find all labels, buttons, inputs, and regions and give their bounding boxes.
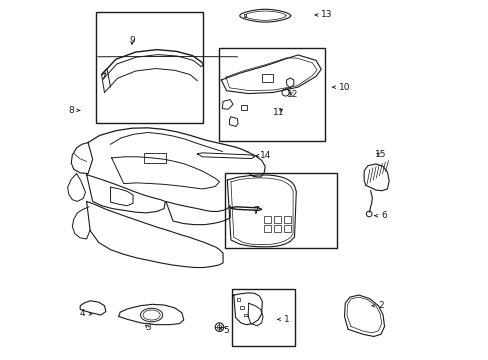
Bar [283, 216, 290, 223]
Text: 12: 12 [286, 90, 298, 99]
Text: 5: 5 [219, 325, 229, 334]
Bar [219, 48, 324, 141]
Text: 3: 3 [145, 323, 151, 332]
Bar [244, 314, 247, 316]
Bar [264, 216, 271, 223]
Bar [241, 105, 247, 111]
Bar [96, 12, 203, 123]
Bar [273, 216, 281, 223]
Text: 10: 10 [332, 83, 349, 92]
Bar [143, 153, 165, 163]
Bar [236, 298, 240, 301]
Bar [273, 225, 281, 232]
Text: 8: 8 [68, 106, 80, 115]
Text: 13: 13 [314, 10, 332, 19]
Bar [231, 289, 294, 346]
Bar [224, 173, 337, 248]
Text: 15: 15 [374, 150, 385, 159]
Bar [283, 225, 290, 232]
Text: 6: 6 [374, 211, 386, 220]
Text: 14: 14 [256, 151, 271, 160]
Text: 11: 11 [273, 108, 285, 117]
Bar [262, 74, 272, 82]
Text: 4: 4 [79, 310, 92, 319]
Text: 1: 1 [277, 315, 289, 324]
Text: 2: 2 [371, 301, 383, 310]
Bar [264, 225, 271, 232]
Text: 9: 9 [129, 36, 135, 45]
Text: 7: 7 [252, 206, 258, 215]
Bar [240, 306, 244, 309]
